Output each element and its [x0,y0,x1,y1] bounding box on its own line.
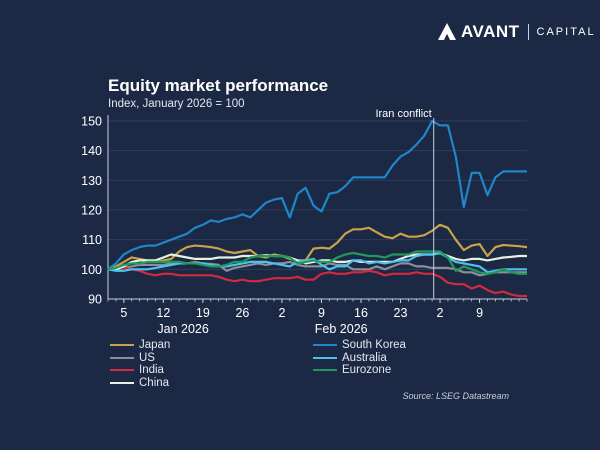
x-tick-label: 26 [235,306,249,320]
x-tick-label: 9 [318,306,325,320]
series-lines [107,119,528,298]
legend-item: India [110,364,164,376]
series-line-india [107,266,527,298]
x-tick-label: 16 [354,306,368,320]
legend-label: US [139,351,155,364]
source-note: Source: LSEG Datastream [402,391,509,401]
legend-item: US [110,352,155,364]
y-tick-label: 120 [81,204,102,218]
legend-swatch [313,356,337,359]
x-axis: 5 12 19 26 2 9 16 23 2 9 Jan 2026 Feb 2026 [107,115,528,336]
brand-name: AVANT [461,22,520,41]
legend-item: Japan [110,339,170,351]
chart-subtitle: Index, January 2026 = 100 [108,98,245,110]
legend-label: Japan [139,339,171,351]
legend-item: South Korea [313,339,406,351]
legend-label: China [139,376,170,389]
legend-label: South Korea [342,339,406,351]
legend-label: India [139,364,164,376]
y-tick-label: 140 [81,144,102,158]
x-tick-label: 2 [437,306,444,320]
legend: Japan US India China South Korea Australia Eur… [110,339,510,389]
y-tick-label: 150 [81,115,102,129]
brand-suffix: CAPITAL [536,26,596,38]
legend-swatch [110,381,134,384]
legend-item: Eurozone [313,364,391,376]
legend-label: Eurozone [342,364,392,376]
series-line-south-korea [107,119,527,271]
y-tick-label: 110 [82,233,102,247]
legend-swatch [313,369,337,371]
legend-swatch [313,344,337,346]
series-line-japan [107,223,528,271]
series-line-eurozone [107,250,527,275]
x-tick-label: 23 [394,306,408,320]
x-tick-label: 2 [278,306,285,320]
avant-logo-icon [438,23,456,40]
x-tick-label: 12 [156,306,170,320]
x-tick-label: 19 [196,306,210,320]
x-tick-label: 5 [120,306,127,320]
x-month-label: Jan 2026 [157,322,208,336]
y-tick-label: 130 [81,174,102,188]
y-tick-label: 90 [88,293,102,307]
legend-item: Australia [313,352,387,364]
y-tick-label: 100 [81,263,102,277]
legend-item: China [110,377,169,389]
annotation: Iran conflict [375,108,435,299]
brand-logo: AVANT CAPITAL [437,22,596,42]
brand-divider [527,24,529,40]
legend-swatch [110,356,134,359]
x-month-label: Feb 2026 [315,322,368,336]
legend-label: Australia [342,351,387,364]
legend-swatch [110,344,134,346]
chart-title: Equity market performance [108,76,329,95]
annotation-label: Iran conflict [375,108,431,120]
y-axis-ticks: 90 100 110 120 130 140 150 [81,115,102,307]
x-tick-label: 9 [476,306,483,320]
legend-swatch [110,369,134,371]
